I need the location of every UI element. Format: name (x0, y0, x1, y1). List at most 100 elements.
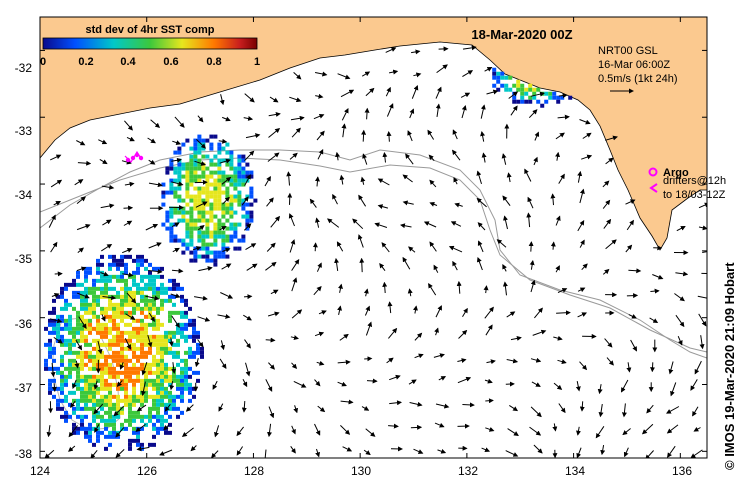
current-arrow (534, 307, 543, 319)
current-arrow (148, 182, 163, 188)
sst-cell (68, 338, 72, 343)
sst-cell (100, 294, 104, 299)
sst-cell (245, 162, 250, 167)
current-arrow (428, 283, 437, 296)
sst-cell (160, 282, 164, 287)
current-arrow (602, 180, 610, 188)
sst-cell (84, 374, 88, 379)
current-arrow (413, 448, 424, 454)
sst-cell (144, 326, 148, 331)
sst-cell (108, 262, 112, 267)
sst-cell (76, 414, 80, 419)
sst-cell (217, 194, 222, 199)
sst-cell (184, 314, 188, 319)
sst-cell (197, 174, 202, 179)
sst-cell (156, 358, 160, 363)
sst-cell (249, 170, 254, 175)
sst-cell (72, 390, 76, 395)
sst-cell (180, 286, 184, 291)
sst-cell (96, 414, 100, 419)
sst-cell (132, 330, 136, 335)
sst-cell (160, 362, 164, 367)
sst-cell (556, 95, 561, 100)
sst-cell (225, 194, 230, 199)
sst-cell (124, 370, 128, 375)
sst-cell (229, 194, 234, 199)
current-arrow (625, 244, 633, 253)
sst-cell (112, 306, 116, 311)
current-arrow (606, 357, 614, 366)
sst-cell (184, 302, 188, 307)
current-arrow (97, 340, 103, 355)
sst-cell (80, 394, 84, 399)
sst-cell (112, 430, 116, 435)
sst-cell (104, 290, 108, 295)
sst-cell (184, 358, 188, 363)
sst-cell (116, 278, 120, 283)
sst-cell (217, 198, 222, 203)
sst-cell (144, 366, 148, 371)
current-arrow (148, 159, 156, 165)
sst-cell (56, 402, 60, 407)
sst-cell (164, 362, 168, 367)
sst-cell (100, 274, 104, 279)
sst-cell (193, 250, 198, 255)
sst-cell (201, 242, 206, 247)
current-arrow (462, 307, 468, 317)
x-tick-label: 136 (672, 464, 692, 478)
sst-cell (44, 342, 48, 347)
sst-cell (72, 422, 76, 427)
sst-cell (112, 338, 116, 343)
sst-cell (148, 334, 152, 339)
sst-cell (64, 398, 68, 403)
current-arrow (528, 109, 538, 119)
argo-legend: Argo drifters@12h to 18/03-12Z (648, 167, 726, 201)
current-arrow (402, 200, 414, 206)
current-arrow (502, 195, 511, 206)
current-arrow (429, 202, 438, 207)
sst-cell (92, 402, 96, 407)
current-arrow (266, 197, 274, 207)
current-arrow (386, 131, 392, 142)
current-arrow (438, 376, 447, 381)
current-arrow (218, 403, 224, 412)
current-arrow (699, 335, 705, 350)
sst-cell (160, 426, 164, 431)
sst-cell (192, 350, 196, 355)
sst-cell (196, 346, 200, 351)
sst-cell (112, 322, 116, 327)
sst-cell (209, 242, 214, 247)
sst-cell (84, 426, 88, 431)
current-arrow (360, 176, 366, 185)
sst-cell (120, 354, 124, 359)
current-arrow (76, 224, 91, 231)
current-arrow (668, 361, 674, 375)
sst-cell (92, 366, 96, 371)
sst-cell (136, 442, 140, 447)
sst-cell (120, 358, 124, 363)
sst-cell (160, 274, 164, 279)
sst-cell (68, 326, 72, 331)
current-arrow (265, 261, 277, 271)
sst-cell (221, 242, 226, 247)
sst-cell (80, 422, 84, 427)
sst-cell (156, 306, 160, 311)
sst-cell (116, 262, 120, 267)
sst-cell (181, 218, 186, 223)
sst-cell (180, 310, 184, 315)
sst-cell (88, 342, 92, 347)
current-arrow (100, 271, 109, 277)
sst-cell (144, 314, 148, 319)
sst-cell (201, 186, 206, 191)
sst-cell (88, 378, 92, 383)
sst-cell (184, 362, 188, 367)
sst-cell (96, 430, 100, 435)
sst-cell (80, 374, 84, 379)
sst-cell (176, 354, 180, 359)
sst-cell (80, 354, 84, 359)
sst-cell (197, 158, 202, 163)
current-arrow (675, 314, 685, 328)
sst-cell (185, 182, 190, 187)
current-arrow (528, 241, 534, 252)
sst-cell (152, 434, 156, 439)
